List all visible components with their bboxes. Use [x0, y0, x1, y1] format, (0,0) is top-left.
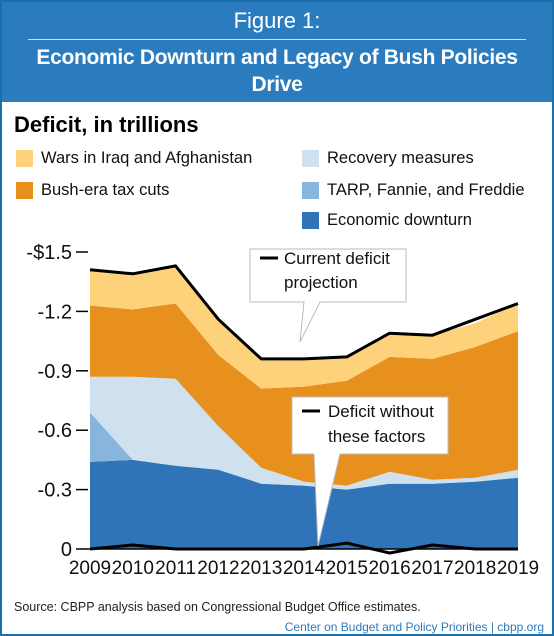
x-tick-label: 2014 [283, 558, 326, 579]
x-tick-label: 2017 [411, 558, 453, 579]
x-tick-label: 2010 [112, 558, 154, 579]
figure-number: Figure 1: [233, 8, 321, 33]
area-economic-downturn [90, 459, 518, 549]
legend-item-tax-cuts: Bush-era tax cuts [16, 180, 169, 200]
legend-label-tax-cuts: Bush-era tax cuts [41, 180, 170, 199]
source-note: Source: CBPP analysis based on Congressi… [14, 600, 421, 614]
x-axis: 2009 2010 2011 2012 2013 2014 2015 2016 2017 2018… [69, 558, 539, 579]
figure-header: Figure 1: Economic Downturn and Legacy o… [2, 2, 552, 123]
title-line-1: Economic Downturn and Legacy of Bush Pol… [36, 46, 518, 96]
callout-without-factors: Deficit without these factors [291, 396, 449, 547]
legend-label-wars: Wars in Iraq and Afghanistan [41, 148, 253, 167]
y-tick-label: 0 [61, 539, 72, 561]
callout-without-text-2: these factors [328, 427, 425, 446]
legend-item-recovery: Recovery measures [302, 148, 474, 168]
header-divider [28, 39, 526, 40]
line-current-deficit-projection [89, 264, 519, 361]
legend-item-downturn: Economic downturn [302, 210, 472, 230]
title-line-2: Record Deficits [202, 100, 352, 123]
x-tick-label: 2018 [454, 558, 496, 579]
callout-current-box [249, 248, 407, 343]
callout-without-box [291, 396, 449, 547]
legend-swatch-tarp [302, 181, 319, 199]
area-wars-in-iraq-and-afghanistan [90, 265, 518, 389]
legend-item-tarp: TARP, Fannie, and Freddie [302, 180, 525, 200]
legend-item-wars: Wars in Iraq and Afghanistan [16, 148, 252, 168]
figure-title: Economic Downturn and Legacy of Bush Pol… [12, 44, 542, 125]
y-tick-marks [76, 251, 88, 550]
callout-current-projection: Current deficit projection [249, 248, 407, 343]
y-axis: 0 -0.3 -0.6 -0.9 -1.2 -$1.5 [26, 242, 518, 561]
area-recovery-measures [90, 376, 518, 490]
credit-line: Center on Budget and Policy Priorities |… [284, 620, 544, 634]
legend-swatch-recovery [302, 149, 319, 167]
x-tick-label: 2013 [240, 558, 282, 579]
y-tick-label: -$1.5 [26, 242, 72, 264]
x-tick-label: 2009 [69, 558, 111, 579]
deficit-area-chart: 0-0.3-0.6-0.9-1.2-$1.5 2009 2010 2011 2012 2… [26, 242, 539, 579]
legend-label-downturn: Economic downturn [327, 210, 472, 229]
callout-without-text-1: Deficit without [328, 402, 434, 421]
legend-swatch-tax-cuts [16, 181, 33, 199]
x-tick-label: 2011 [155, 558, 196, 579]
callout-current-text-1: Current deficit [284, 249, 390, 268]
x-tick-label: 2012 [197, 558, 239, 579]
y-tick-label: -0.3 [38, 480, 72, 502]
callout-current-text-2: projection [284, 273, 358, 292]
legend-swatch-downturn [302, 211, 319, 229]
legend-label-tarp: TARP, Fannie, and Freddie [327, 180, 525, 199]
y-tick-label: -0.6 [38, 420, 72, 442]
x-tick-label: 2016 [368, 558, 410, 579]
legend-label-recovery: Recovery measures [327, 148, 474, 167]
x-tick-label: 2015 [326, 558, 368, 579]
x-tick-label: 2019 [497, 558, 539, 579]
chart-subtitle: Deficit, in trillions [14, 112, 199, 137]
legend-swatch-wars [16, 149, 33, 167]
y-tick-label: -0.9 [38, 361, 72, 383]
y-tick-label: -1.2 [38, 301, 72, 323]
